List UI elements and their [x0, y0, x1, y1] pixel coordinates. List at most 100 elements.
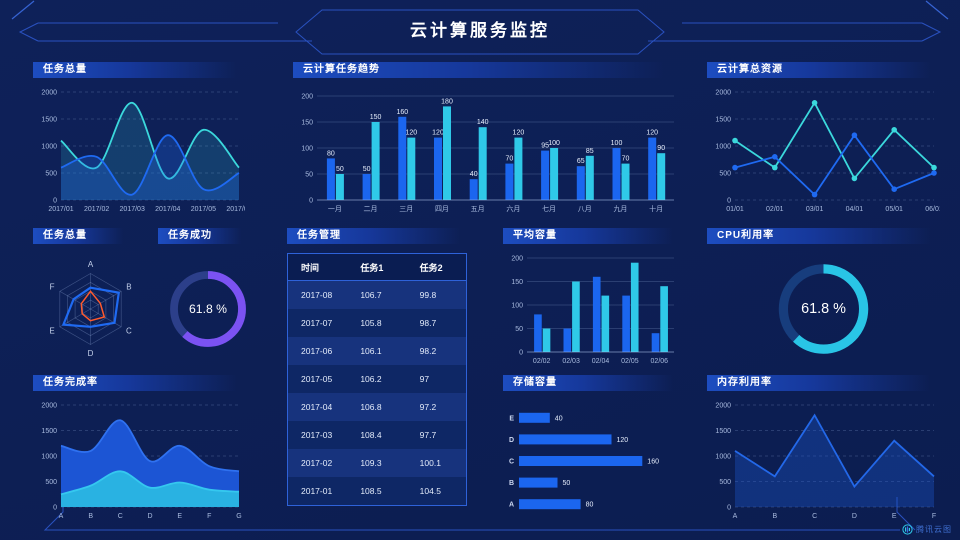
storage-capacity-hbar-chart: E 40 D 120 C 160 B 50 A 80: [503, 397, 680, 523]
svg-text:150: 150: [370, 114, 382, 121]
svg-text:0: 0: [309, 198, 313, 205]
svg-text:500: 500: [719, 479, 731, 486]
svg-text:100: 100: [548, 140, 560, 147]
panel-title-completion-rate: 任务完成率: [33, 375, 245, 391]
panel-title-task-trend: 云计算任务趋势: [293, 62, 680, 78]
svg-text:2017/05: 2017/05: [191, 206, 216, 213]
svg-text:80: 80: [327, 150, 335, 157]
svg-text:02/03: 02/03: [562, 358, 580, 365]
panel-title-tasks-total-area: 任务总量: [33, 62, 245, 78]
avg-capacity-bar-chart: 0 50 100 150 200 02/02 02/03 02/04 02/05 02/06: [503, 250, 680, 368]
svg-text:七月: 七月: [542, 204, 556, 213]
svg-text:E: E: [892, 513, 897, 520]
svg-text:十月: 十月: [649, 204, 663, 213]
svg-text:120: 120: [405, 130, 417, 137]
svg-text:E: E: [509, 415, 514, 422]
panel-tasks-total-area: 任务总量 0 500 1000 1500 2000 2017/01 2017/02 2017/…: [33, 62, 245, 216]
svg-text:80: 80: [586, 502, 594, 509]
svg-text:500: 500: [719, 171, 731, 178]
page-title: 云计算服务监控: [410, 21, 550, 40]
panel-title-cpu-utilization: CPU利用率: [707, 228, 940, 244]
panel-title-avg-capacity: 平均容量: [503, 228, 680, 244]
svg-text:四月: 四月: [435, 205, 449, 213]
svg-text:一月: 一月: [328, 205, 342, 213]
svg-text:180: 180: [441, 98, 453, 105]
svg-text:0: 0: [53, 505, 57, 512]
svg-text:02/04: 02/04: [592, 358, 610, 365]
svg-text:2017/06: 2017/06: [226, 206, 245, 213]
svg-text:120: 120: [646, 130, 658, 137]
panel-tasks-total-radar: 任务总量 A B C D E F: [33, 228, 132, 368]
svg-text:B: B: [88, 513, 93, 520]
svg-text:02/02: 02/02: [533, 358, 551, 365]
svg-text:2017/04: 2017/04: [155, 206, 180, 213]
svg-text:2017/02: 2017/02: [84, 206, 109, 213]
svg-text:70: 70: [622, 156, 630, 163]
svg-text:120: 120: [617, 437, 629, 444]
svg-text:C: C: [509, 459, 514, 466]
svg-text:0: 0: [53, 198, 57, 205]
svg-text:A: A: [59, 513, 64, 520]
svg-text:50: 50: [515, 326, 523, 333]
table-row: 2017-01 108.5 104.5: [288, 477, 466, 505]
svg-text:2017/03: 2017/03: [120, 206, 145, 213]
svg-text:2000: 2000: [715, 403, 731, 410]
svg-text:1500: 1500: [715, 117, 731, 124]
svg-text:06/01: 06/01: [925, 206, 940, 213]
logo-icon: [902, 524, 913, 535]
svg-text:120: 120: [432, 130, 444, 137]
svg-text:500: 500: [45, 171, 57, 178]
table-row: 2017-05 106.2 97: [288, 365, 466, 393]
svg-text:02/01: 02/01: [766, 206, 784, 213]
panel-avg-capacity: 平均容量 0 50 100 150 200 02/02 02/03 02/04 02/05 02/…: [503, 228, 680, 368]
svg-text:F: F: [50, 282, 55, 291]
table-row: 2017-03 108.4 97.7: [288, 421, 466, 449]
svg-text:03/01: 03/01: [806, 206, 824, 213]
svg-text:2000: 2000: [41, 403, 57, 410]
svg-text:A: A: [88, 260, 94, 269]
svg-text:150: 150: [511, 279, 523, 286]
svg-text:160: 160: [647, 459, 659, 466]
svg-text:200: 200: [301, 94, 313, 101]
svg-text:65: 65: [577, 158, 585, 165]
svg-text:E: E: [49, 327, 54, 336]
panel-cpu-utilization: CPU利用率 61.8 %: [707, 228, 940, 368]
svg-text:D: D: [509, 437, 514, 444]
table-row: 2017-02 109.3 100.1: [288, 449, 466, 477]
panel-title-tasks-total-radar: 任务总量: [33, 228, 127, 244]
svg-text:61.8 %: 61.8 %: [189, 302, 227, 316]
svg-text:100: 100: [511, 303, 523, 310]
svg-text:50: 50: [363, 166, 371, 173]
table-row: 2017-06 106.1 98.2: [288, 337, 466, 365]
svg-text:E: E: [177, 513, 182, 520]
svg-text:70: 70: [506, 156, 514, 163]
panel-title-task-success: 任务成功: [158, 228, 245, 244]
svg-text:六月: 六月: [506, 204, 520, 213]
panel-memory-utilization: 内存利用率 0 500 1000 1500 2000 A B C D E F: [707, 375, 940, 523]
svg-text:F: F: [932, 513, 936, 520]
cpu-utilization-gauge: 61.8 %: [707, 250, 940, 368]
svg-text:1000: 1000: [715, 454, 731, 461]
table-row: 2017-04 106.8 97.2: [288, 393, 466, 421]
completion-rate-area-chart: 0 500 1000 1500 2000 A B C D E F G: [33, 397, 245, 523]
table-row: 2017-07 105.8 98.7: [288, 309, 466, 337]
panel-completion-rate: 任务完成率 0 500 1000 1500 2000 A B C D E F G: [33, 375, 245, 523]
svg-text:G: G: [236, 513, 241, 520]
svg-text:2017/01: 2017/01: [48, 206, 73, 213]
svg-text:0: 0: [519, 350, 523, 357]
svg-text:100: 100: [611, 140, 623, 147]
svg-text:2000: 2000: [41, 90, 57, 97]
svg-text:02/05: 02/05: [621, 358, 639, 365]
svg-text:05/01: 05/01: [885, 206, 903, 213]
svg-text:85: 85: [586, 148, 594, 155]
task-success-gauge: 61.8 %: [158, 250, 258, 368]
svg-text:九月: 九月: [613, 204, 627, 213]
svg-text:200: 200: [511, 256, 523, 263]
svg-text:04/01: 04/01: [846, 206, 864, 213]
svg-text:50: 50: [336, 166, 344, 173]
svg-text:02/06: 02/06: [651, 358, 669, 365]
svg-text:B: B: [509, 480, 514, 487]
svg-text:1500: 1500: [715, 428, 731, 435]
svg-text:61.8 %: 61.8 %: [801, 301, 846, 317]
panel-title-storage-capacity: 存储容量: [503, 375, 680, 391]
